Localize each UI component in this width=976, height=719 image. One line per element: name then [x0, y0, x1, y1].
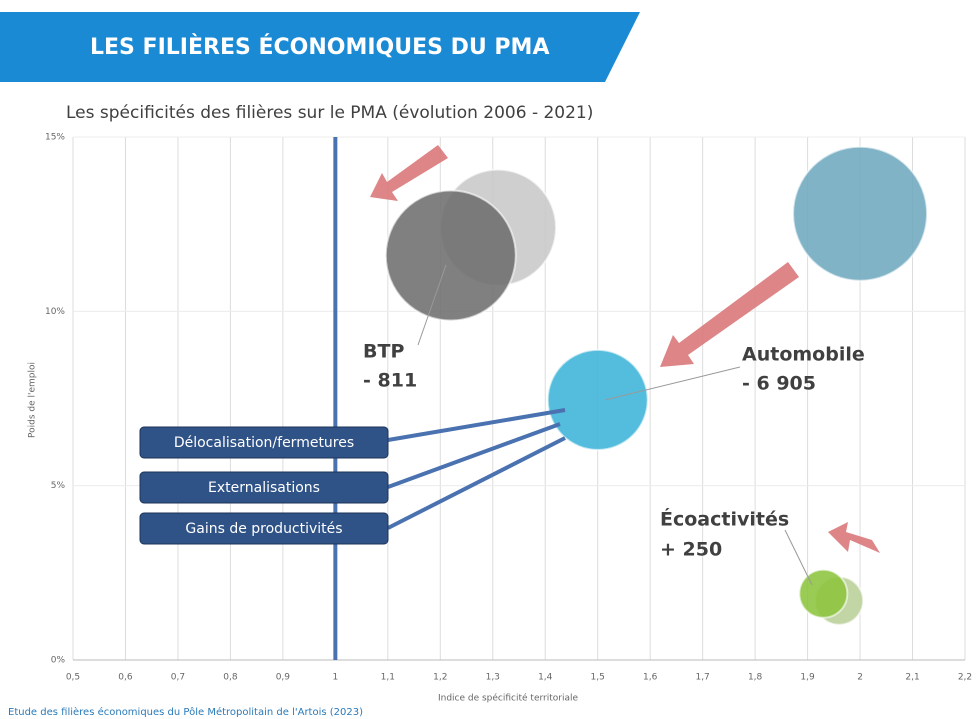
cause-label: Délocalisation/fermetures: [174, 435, 354, 451]
cause-label: Externalisations: [208, 480, 320, 496]
cause-box: [139, 471, 389, 504]
chart-title: Les spécificités des filières sur le PMA…: [66, 103, 593, 123]
header-title: LES FILIÈRES ÉCONOMIQUES DU PMA: [90, 34, 549, 60]
x-tick-label: 1,2: [433, 673, 447, 683]
annotation: - 811: [363, 370, 417, 392]
x-tick-label: 0,9: [276, 673, 291, 683]
bubble: [384, 189, 517, 322]
x-tick-label: 0,8: [223, 673, 238, 683]
x-tick-label: 2: [857, 673, 863, 683]
x-tick-label: 1,1: [381, 673, 395, 683]
pointer: [604, 366, 741, 401]
arrow: [828, 522, 880, 553]
bubble: [792, 145, 929, 282]
x-tick-label: 1,8: [748, 673, 763, 683]
y-axis-label: Poids de l'emploi: [28, 362, 38, 438]
annotation: BTP: [363, 341, 404, 363]
arrow: [660, 262, 799, 367]
x-tick-label: 2,1: [905, 673, 919, 683]
leader-line: [387, 436, 566, 530]
arrows: [370, 145, 880, 553]
header-banner: [0, 12, 640, 82]
leader-line: [387, 422, 561, 489]
arrow: [370, 145, 448, 201]
label-pointers: [417, 264, 813, 586]
x-tick-label: 1,9: [800, 673, 815, 683]
pointer: [417, 264, 447, 346]
boxes: Délocalisation/fermetures Externalisation…: [139, 426, 389, 545]
x-tick-label: 1,3: [486, 673, 500, 683]
x-tick-label: 1,6: [643, 673, 658, 683]
annotation: - 6 905: [742, 373, 816, 395]
annotation: Écoactivités: [660, 508, 789, 531]
cause-box: [139, 426, 389, 459]
x-tick-label: 0,6: [118, 673, 133, 683]
x-tick-label: 0,7: [171, 673, 185, 683]
y-tick-label: 10%: [45, 307, 65, 317]
bubble: [546, 348, 649, 451]
annotation: + 250: [660, 539, 722, 561]
leader-line: [387, 408, 566, 442]
x-tick-label: 1,7: [695, 673, 709, 683]
y-tick-label: 15%: [45, 133, 65, 143]
cause-box: [139, 512, 389, 545]
x-axis-label: Indice de spécificité territoriale: [438, 693, 579, 704]
x-tick-label: 1: [332, 673, 338, 683]
pointer: [784, 529, 813, 586]
x-tick-label: 2,2: [958, 673, 972, 683]
x-tick-label: 1,4: [538, 673, 553, 683]
x-tick-label: 1,5: [591, 673, 605, 683]
bubble: [798, 568, 849, 619]
y-tick-label: 0%: [51, 656, 66, 666]
footer: Etude des filières économiques du Pôle M…: [8, 706, 363, 718]
x-tick-label: 0,5: [66, 673, 80, 683]
cause-label: Gains de productivités: [185, 521, 342, 537]
annotation: Automobile: [742, 344, 865, 366]
y-tick-label: 5%: [51, 481, 66, 491]
plot: 0,5 0,6 0,7 0,8 0,9 1 1,1 1,2 1,3 1,4 1,5 1,6 1,7 1,8…: [45, 133, 972, 683]
leader-lines: [387, 408, 566, 530]
